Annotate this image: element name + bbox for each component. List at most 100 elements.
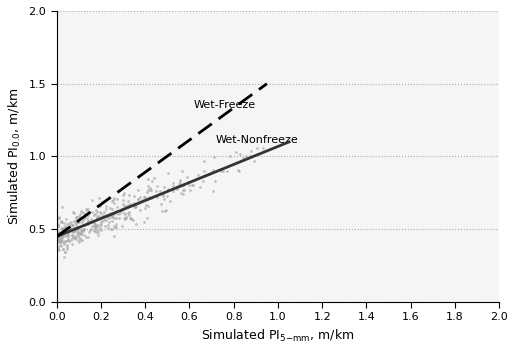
Point — [71, 237, 79, 242]
Point — [74, 232, 82, 237]
Point — [59, 226, 67, 232]
Point — [66, 223, 74, 229]
Text: Wet-Freeze: Wet-Freeze — [194, 100, 256, 110]
Y-axis label: Simulated PI$_{0.0}$, m/km: Simulated PI$_{0.0}$, m/km — [7, 88, 23, 225]
Point — [108, 212, 116, 218]
Point — [105, 220, 113, 225]
Point — [234, 167, 243, 172]
Point — [178, 168, 186, 174]
Point — [72, 222, 80, 228]
Point — [100, 217, 108, 223]
Point — [91, 225, 99, 231]
Point — [95, 214, 104, 219]
Point — [96, 210, 104, 215]
Point — [141, 205, 149, 211]
Point — [118, 192, 127, 198]
Point — [61, 233, 69, 239]
Point — [102, 212, 110, 217]
Point — [131, 204, 139, 210]
Point — [129, 200, 138, 206]
Point — [66, 227, 75, 233]
Point — [56, 231, 64, 236]
Point — [88, 216, 96, 222]
Point — [108, 206, 116, 212]
Point — [55, 239, 63, 245]
Point — [109, 197, 117, 203]
Point — [116, 210, 125, 216]
Point — [107, 227, 115, 232]
Point — [93, 216, 101, 221]
Point — [77, 231, 85, 237]
Point — [88, 210, 96, 215]
Point — [72, 216, 80, 221]
Point — [92, 223, 100, 229]
Point — [116, 208, 125, 213]
Point — [142, 202, 150, 207]
Point — [71, 234, 79, 239]
Point — [108, 219, 116, 224]
Point — [62, 238, 71, 244]
Point — [54, 222, 62, 227]
Point — [108, 213, 116, 219]
Point — [65, 226, 73, 232]
Point — [94, 227, 102, 232]
Point — [59, 254, 67, 260]
Point — [146, 186, 154, 191]
Point — [68, 228, 77, 234]
Point — [77, 230, 85, 236]
Point — [96, 221, 104, 227]
Point — [122, 203, 130, 209]
Point — [122, 215, 130, 220]
Point — [146, 187, 154, 193]
Point — [164, 186, 173, 192]
Point — [99, 214, 107, 220]
Point — [74, 232, 82, 237]
Point — [91, 211, 99, 216]
Point — [180, 187, 188, 193]
Point — [94, 233, 102, 238]
Point — [79, 217, 87, 223]
Point — [73, 226, 81, 232]
Point — [205, 171, 214, 177]
Point — [209, 167, 217, 173]
Point — [57, 218, 65, 224]
Point — [55, 238, 63, 243]
Point — [76, 216, 84, 221]
Point — [82, 206, 90, 212]
Point — [63, 227, 72, 233]
Point — [61, 238, 69, 244]
Point — [119, 204, 128, 209]
Point — [63, 234, 72, 239]
Point — [90, 220, 98, 226]
Point — [151, 188, 160, 194]
Point — [80, 232, 89, 238]
Point — [129, 217, 137, 223]
Point — [59, 246, 67, 252]
Point — [83, 218, 92, 223]
Point — [53, 239, 61, 245]
Point — [60, 231, 68, 237]
Point — [205, 172, 213, 177]
Point — [84, 221, 92, 226]
Point — [102, 206, 110, 212]
Point — [125, 212, 133, 218]
Point — [83, 206, 92, 212]
Point — [75, 229, 83, 234]
Point — [97, 223, 105, 228]
Point — [55, 247, 63, 252]
Point — [179, 191, 187, 196]
Point — [60, 241, 68, 247]
Point — [85, 230, 93, 235]
Point — [177, 190, 185, 196]
Point — [70, 225, 78, 231]
Point — [90, 223, 98, 229]
Point — [76, 224, 84, 230]
Point — [88, 197, 96, 203]
Point — [59, 228, 67, 234]
Point — [80, 226, 88, 232]
Point — [68, 232, 76, 238]
Point — [60, 239, 68, 245]
Point — [55, 230, 63, 236]
Point — [96, 210, 105, 216]
X-axis label: Simulated PI$_{5\mathregular{-mm}}$, m/km: Simulated PI$_{5\mathregular{-mm}}$, m/k… — [201, 328, 355, 344]
